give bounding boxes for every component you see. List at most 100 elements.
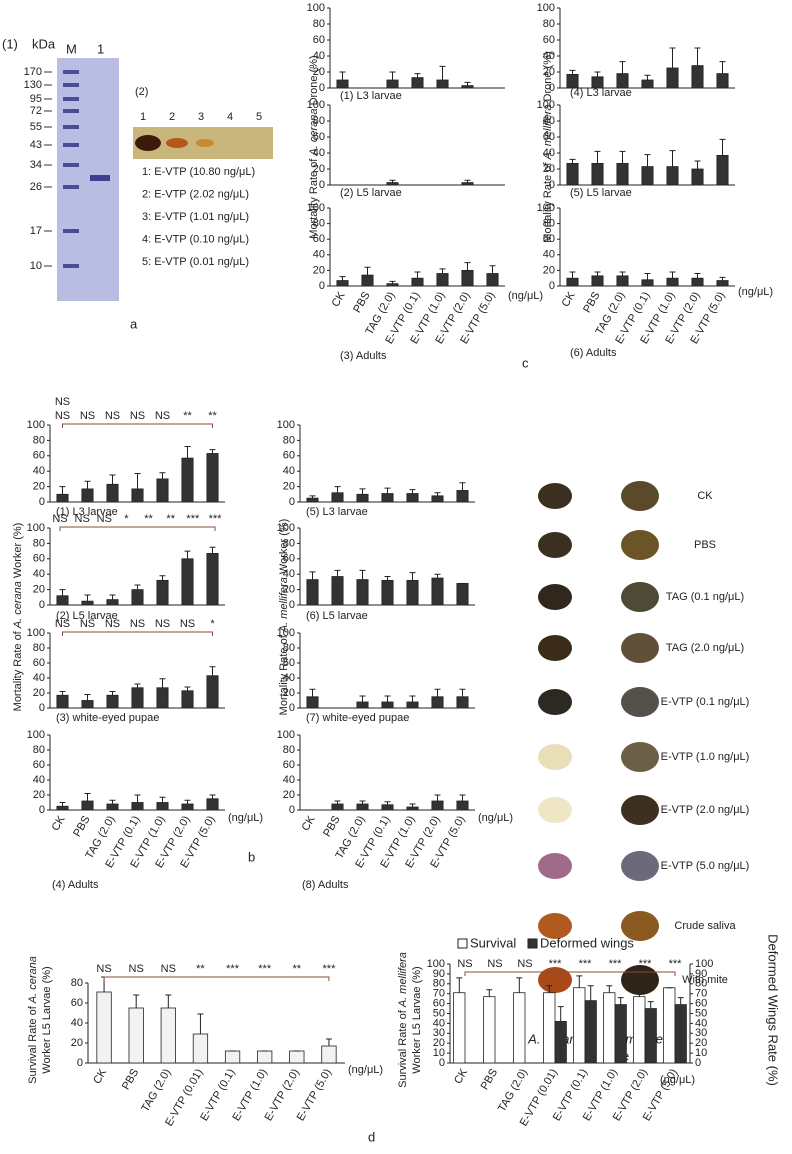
- bar: [56, 805, 69, 811]
- bar: [331, 803, 344, 811]
- chart-caption: (1) L3 larvae: [340, 90, 402, 102]
- photo-label: E-VTP (5.0 ng/μL): [661, 860, 750, 872]
- bar: [386, 79, 399, 89]
- bar: [614, 1004, 627, 1064]
- bee-photo: [538, 483, 572, 509]
- error-bar: [384, 695, 391, 702]
- y-tick-label: 60: [313, 131, 325, 143]
- bar: [716, 280, 729, 287]
- marker-label: 95: [30, 93, 42, 105]
- photo-label: TAG (2.0 ng/μL): [666, 642, 744, 654]
- photo-label: E-VTP (2.0 ng/μL): [661, 804, 750, 816]
- bar: [566, 277, 579, 287]
- y-tick-label: 80: [543, 115, 555, 127]
- y-tick-label: 80: [433, 978, 445, 990]
- significance-label: ***: [639, 958, 653, 970]
- error-bar: [334, 486, 341, 493]
- error-bar: [59, 486, 66, 495]
- bar: [224, 1050, 241, 1064]
- photo-label: TAG (0.1 ng/μL): [666, 591, 744, 603]
- error-bar: [384, 487, 391, 494]
- bar: [436, 79, 449, 89]
- error-bar: [516, 977, 523, 993]
- marker-label: 130: [24, 79, 42, 91]
- legend-swatch: [527, 938, 538, 949]
- bar: [456, 583, 469, 606]
- chart-caption: (6) Adults: [570, 347, 617, 359]
- error-bar: [359, 695, 366, 702]
- error-bar: [184, 686, 191, 691]
- bar: [381, 579, 394, 606]
- error-bar: [59, 589, 66, 596]
- x-tick-label: TAG (2.0): [139, 1067, 173, 1114]
- y-tick-label: 0: [77, 1057, 83, 1069]
- bar: [543, 992, 556, 1064]
- error-bar: [334, 569, 341, 577]
- bar: [306, 696, 319, 709]
- title-part: Worker (%): [278, 519, 290, 577]
- y-axis-title: Mortality Rate of A. cerana Worker (%): [12, 523, 24, 712]
- y-tick-label: 100: [427, 958, 445, 970]
- significance-label: NS: [80, 410, 95, 422]
- y-axis-title: Mortality Rate of A. mellifera Worker (%…: [278, 519, 290, 716]
- x-tick-label: CK: [330, 289, 348, 309]
- bee-photo: [621, 911, 659, 941]
- y-tick-label: 40: [313, 50, 325, 62]
- error-bar: [459, 794, 466, 801]
- y-tick-label: 40: [33, 465, 45, 477]
- significance-label: ***: [226, 963, 240, 975]
- y-tick-label: 60: [543, 131, 555, 143]
- chart-caption: (8) Adults: [302, 879, 349, 891]
- error-bar: [414, 73, 421, 78]
- significance-label: ***: [669, 958, 683, 970]
- y-tick-label: 20: [313, 66, 325, 78]
- y-tick-label: 20: [33, 687, 45, 699]
- bar: [81, 488, 94, 503]
- x-tick-label: CK: [50, 813, 68, 833]
- significance-label: NS: [105, 410, 120, 422]
- y-tick-label: 0: [319, 280, 325, 292]
- gel-legend: 2: E-VTP (2.02 ng/μL): [142, 188, 249, 200]
- panel-letter: b: [248, 849, 255, 864]
- error-bar: [209, 546, 216, 554]
- bee-photo: [621, 530, 659, 560]
- y-tick-label: 40: [33, 568, 45, 580]
- chart-caption: (5) L5 larvae: [570, 187, 632, 199]
- panel-letter: c: [522, 355, 529, 370]
- y-tick-label: 40: [283, 465, 295, 477]
- error-bar: [309, 688, 316, 697]
- y-tick-label: 40: [71, 1017, 83, 1029]
- y-tick-label: 80: [543, 218, 555, 230]
- bar: [331, 492, 344, 503]
- bar: [456, 800, 469, 811]
- ladder-band: [63, 185, 79, 189]
- bar: [206, 453, 219, 503]
- significance-label: NS: [96, 963, 111, 975]
- y-tick-label: 0: [549, 179, 555, 191]
- x-unit: (ng/μL): [508, 290, 543, 302]
- error-bar: [359, 800, 366, 804]
- bar: [616, 275, 629, 287]
- error-bar: [359, 488, 366, 495]
- significance-bracket: [62, 631, 213, 636]
- band: [90, 175, 110, 181]
- y-tick-label: 20: [543, 163, 555, 175]
- bar: [461, 85, 474, 89]
- title-part: A. cerana: [27, 956, 39, 1004]
- x-tick-label: CK: [452, 1066, 470, 1086]
- y-tick-label: 60: [33, 657, 45, 669]
- error-bar: [439, 65, 446, 80]
- y-tick-label: 0: [39, 496, 45, 508]
- title-part: Survival Rate of: [27, 1003, 39, 1084]
- chart-caption: (4) L3 larvae: [570, 87, 632, 99]
- bar: [674, 1004, 687, 1064]
- y-tick-label: 20: [433, 1037, 445, 1049]
- error-bar: [364, 266, 371, 276]
- error-bar: [489, 265, 496, 274]
- significance-label: NS: [487, 958, 502, 970]
- y-tick-label: 0: [319, 179, 325, 191]
- significance-bracket: [59, 526, 216, 531]
- error-bar: [617, 997, 624, 1005]
- bar: [106, 483, 119, 503]
- bar: [56, 493, 69, 503]
